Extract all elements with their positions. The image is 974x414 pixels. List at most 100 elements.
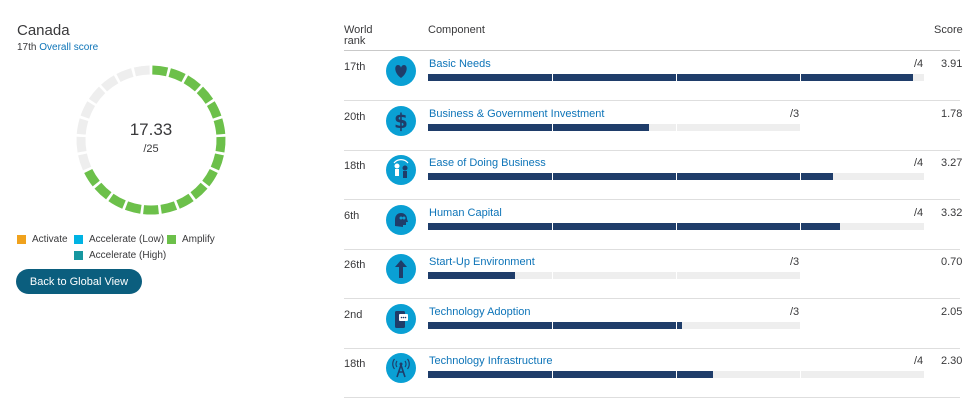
country-summary-panel: Canada 17th Overall score 17.33 /25 Acti… xyxy=(0,0,320,414)
score-bar-track xyxy=(428,371,924,378)
row-world-rank: 17th xyxy=(344,61,366,73)
legend-swatch-accelerate-high xyxy=(74,251,83,260)
component-link-start-up-environment[interactable]: Start-Up Environment xyxy=(429,256,535,268)
score-bar-track xyxy=(428,272,800,279)
donut-segment xyxy=(160,201,178,214)
component-link-human-capital[interactable]: Human Capital xyxy=(429,206,502,219)
overall-score-max: /25 xyxy=(143,143,159,155)
score-bar-track xyxy=(428,222,924,230)
donut-segment xyxy=(210,153,224,171)
table-row: 18th Ease of Doing Business /4 3.27 xyxy=(344,150,962,200)
donut-segment xyxy=(168,68,186,83)
back-to-global-view-button[interactable]: Back to Global View xyxy=(16,269,142,294)
donut-segment xyxy=(206,101,222,119)
header-component: Component xyxy=(428,24,485,36)
row-score: 1.78 xyxy=(941,107,963,120)
donut-segment xyxy=(183,75,201,92)
donut-segment xyxy=(176,193,194,209)
bar-tick xyxy=(552,321,553,329)
row-score: 2.05 xyxy=(941,305,963,318)
overall-score-donut xyxy=(76,65,226,215)
bar-tick xyxy=(552,222,553,230)
score-bar-track xyxy=(428,74,924,81)
donut-segment xyxy=(78,153,92,171)
row-max-score: /4 xyxy=(914,157,924,169)
header-divider xyxy=(344,50,960,51)
donut-segment xyxy=(80,101,96,119)
legend-item-amplify: Amplify xyxy=(167,234,215,245)
score-bar-fill xyxy=(428,173,834,180)
header-world-rank: World rank xyxy=(344,25,373,47)
header-world-rank-line1: World xyxy=(344,24,373,36)
overall-score-link[interactable]: Overall score xyxy=(39,42,99,53)
component-link-ease-of-doing-business[interactable]: Ease of Doing Business xyxy=(429,157,546,169)
donut-segment xyxy=(202,168,218,187)
components-table: World rank Component Score 17th Basic Ne… xyxy=(344,0,963,414)
bar-tick xyxy=(676,222,677,230)
legend-item-accelerate-high: Accelerate (High) xyxy=(74,250,166,261)
legend-label-amplify: Amplify xyxy=(182,234,215,245)
legend-label-accelerate-low: Accelerate (Low) xyxy=(89,234,165,245)
donut-segment xyxy=(215,136,226,153)
component-link-basic-needs[interactable]: Basic Needs xyxy=(429,58,491,70)
donut-segment xyxy=(213,118,226,135)
legend-swatch-amplify xyxy=(167,235,176,244)
bar-tick xyxy=(800,74,801,81)
phone-chat-icon xyxy=(386,303,416,334)
score-bar-track xyxy=(428,321,800,329)
bar-tick xyxy=(676,272,677,279)
bar-tick xyxy=(676,321,677,329)
heart-icon xyxy=(386,56,416,86)
score-bar-fill xyxy=(428,321,683,329)
row-max-score: /4 xyxy=(914,355,924,367)
score-bar-track xyxy=(428,173,924,180)
bar-tick xyxy=(800,222,801,230)
row-max-score: /4 xyxy=(914,206,924,219)
donut-segment xyxy=(101,75,119,92)
bar-tick xyxy=(552,371,553,378)
human-head-icon xyxy=(386,204,416,235)
row-max-score: /3 xyxy=(790,305,800,318)
bar-tick xyxy=(676,74,677,81)
overall-rank-value: 17th xyxy=(17,42,37,53)
bar-tick xyxy=(800,173,801,180)
component-link-technology-adoption[interactable]: Technology Adoption xyxy=(429,305,531,318)
overall-rank: 17th Overall score xyxy=(17,42,98,53)
row-max-score: /4 xyxy=(914,58,924,70)
row-score: 3.32 xyxy=(941,206,963,219)
row-max-score: /3 xyxy=(790,256,800,268)
table-row: 2nd Technology Adoption /3 2.05 xyxy=(344,299,963,349)
business-people-icon xyxy=(386,155,416,185)
table-row: 26th Start-Up Environment /3 0.70 xyxy=(344,249,962,299)
row-score: 3.91 xyxy=(941,58,963,70)
row-world-rank: 6th xyxy=(344,209,360,222)
bar-tick xyxy=(800,371,801,378)
donut-segment xyxy=(76,118,89,135)
donut-segment xyxy=(116,68,134,83)
score-bar-fill xyxy=(428,371,714,378)
donut-segment xyxy=(133,65,150,77)
legend-swatch-accelerate-low xyxy=(74,235,83,244)
svg-text:$: $ xyxy=(394,109,408,133)
bar-tick xyxy=(676,371,677,378)
up-arrow-icon xyxy=(386,254,416,284)
score-bar-fill xyxy=(428,74,913,81)
radio-tower-icon xyxy=(386,353,416,383)
score-bar-fill xyxy=(428,222,840,230)
row-world-rank: 2nd xyxy=(344,308,363,321)
component-link-technology-infrastructure[interactable]: Technology Infrastructure xyxy=(429,355,553,367)
donut-segment xyxy=(190,182,208,200)
score-bar-fill xyxy=(428,272,515,279)
country-name: Canada xyxy=(17,22,70,39)
row-world-rank: 18th xyxy=(344,358,366,370)
overall-score-value: 17.33 xyxy=(129,120,173,139)
row-world-rank: 18th xyxy=(344,160,366,172)
header-world-rank-line2: rank xyxy=(344,35,366,47)
legend-label-accelerate-high: Accelerate (High) xyxy=(89,250,167,261)
table-row: 20th $ Business & Government Investment … xyxy=(344,101,963,151)
bar-tick xyxy=(552,74,553,81)
component-link-business-and-government-investment[interactable]: Business & Government Investment xyxy=(429,107,605,120)
bar-tick xyxy=(552,173,553,180)
table-row: 6th Human Capital /4 3.32 xyxy=(344,200,963,250)
header-score: Score xyxy=(934,24,963,36)
